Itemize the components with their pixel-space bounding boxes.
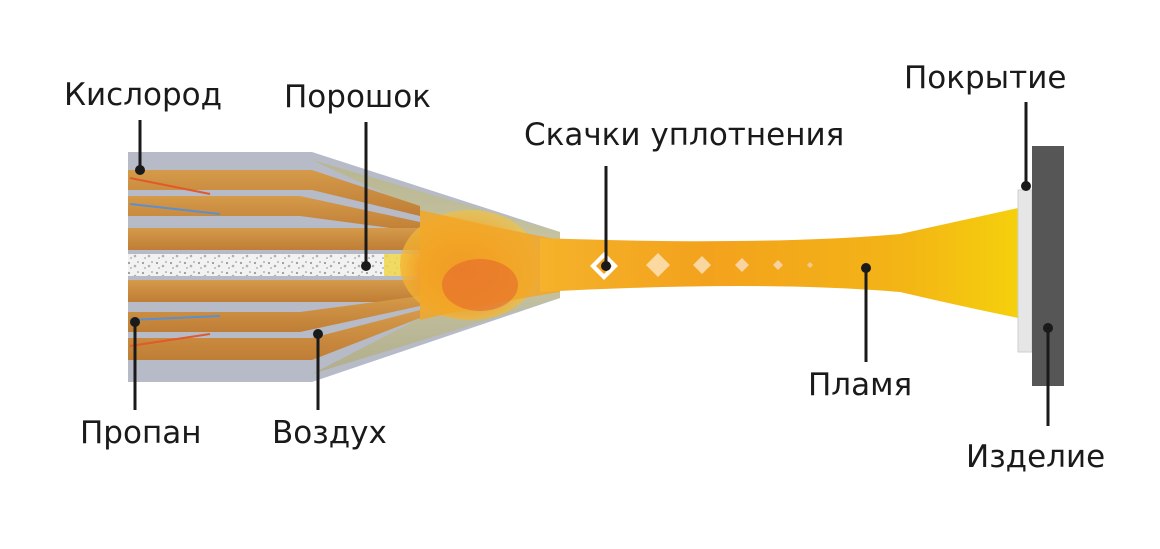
propane-label: Пропан	[80, 415, 202, 451]
powder-label: Порошок	[284, 79, 431, 115]
flame-label: Пламя	[808, 367, 913, 403]
shock-diamonds	[590, 252, 813, 280]
shock-diamonds-label: Скачки уплотнения	[524, 117, 845, 153]
powder-channel	[128, 254, 420, 276]
shock-diamond	[646, 253, 670, 277]
shock-diamond	[807, 262, 813, 268]
oxygen-label: Кислород	[64, 77, 223, 113]
channels-top	[128, 170, 420, 250]
workpiece-label: Изделие	[966, 439, 1106, 475]
shock-diamond	[773, 260, 783, 270]
coating	[1017, 189, 1033, 353]
shock-diamond	[693, 256, 711, 274]
leader-lines	[133, 102, 1050, 426]
channels-bottom	[128, 280, 420, 360]
shock-diamond	[735, 258, 749, 272]
air-label: Воздух	[272, 415, 387, 451]
leader-dots	[130, 165, 1053, 339]
coating-label: Покрытие	[904, 60, 1067, 96]
